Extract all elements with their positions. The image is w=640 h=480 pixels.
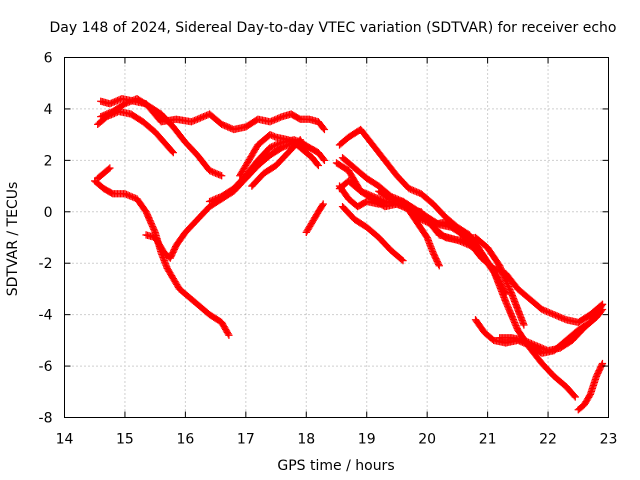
data-point [598, 359, 607, 368]
series-t3 [97, 94, 226, 180]
data-point [597, 307, 606, 315]
y-tick-label: -4 [39, 308, 53, 324]
data-point [318, 201, 327, 210]
data-point [471, 238, 480, 247]
data-point [502, 290, 510, 298]
data-point [435, 262, 443, 270]
data-point [470, 238, 478, 246]
series-t16 [338, 202, 407, 265]
data-point [385, 194, 394, 202]
data-point [169, 148, 177, 157]
data-point [314, 161, 323, 170]
series-t20 [574, 359, 607, 414]
series-t4 [91, 177, 233, 339]
series-t5 [94, 164, 114, 183]
data-point [520, 321, 528, 329]
data-point [107, 189, 116, 197]
data-series [91, 94, 607, 414]
data-point [320, 156, 329, 165]
x-tick-label: 16 [176, 432, 194, 448]
series-t9 [248, 136, 310, 190]
data-point [313, 160, 322, 168]
data-point [320, 125, 329, 134]
data-point [319, 155, 328, 163]
x-tick-label: 21 [479, 432, 497, 448]
x-tick-label: 19 [358, 432, 376, 448]
y-tick-label: -2 [39, 256, 53, 272]
plot-frame [64, 57, 609, 418]
data-point [302, 146, 310, 154]
series-t17 [375, 187, 443, 270]
data-point [218, 172, 226, 180]
y-tick-label: -6 [39, 359, 53, 375]
data-point [399, 256, 407, 265]
data-point [571, 393, 579, 401]
x-tick-label: 20 [418, 432, 436, 448]
x-tick-label: 17 [237, 432, 255, 448]
x-tick-label: 23 [600, 432, 618, 448]
data-point [295, 114, 303, 123]
x-axis-label: GPS time / hours [277, 458, 394, 474]
x-tick-label: 18 [297, 432, 315, 448]
y-axis-label: SDTVAR / TECUs [5, 182, 21, 297]
chart-title: Day 148 of 2024, Sidereal Day-to-day VTE… [50, 20, 617, 36]
data-point [319, 124, 328, 132]
data-point [570, 392, 578, 400]
data-point [168, 147, 176, 156]
y-tick-label: 4 [44, 102, 53, 118]
y-tick-label: -8 [39, 411, 53, 427]
data-point [225, 331, 233, 339]
series-t19 [496, 305, 607, 355]
data-point [398, 255, 406, 264]
x-tick-label: 14 [56, 432, 74, 448]
data-point [598, 305, 607, 314]
y-tick-label: 0 [44, 205, 53, 221]
series-t8 [236, 130, 304, 180]
x-tick-label: 15 [116, 432, 134, 448]
data-point [104, 165, 113, 173]
series-t1 [94, 107, 177, 157]
data-point [319, 200, 327, 208]
axis-ticks: 14 15 16 17 18 19 20 21 22 23 -8 -6 -4 -2 0 2 4 6 [39, 51, 618, 448]
y-tick-label: 6 [44, 51, 53, 67]
x-tick-label: 22 [539, 432, 557, 448]
series-t10 [302, 200, 327, 237]
data-point [106, 164, 114, 172]
y-tick-label: 2 [44, 153, 53, 169]
